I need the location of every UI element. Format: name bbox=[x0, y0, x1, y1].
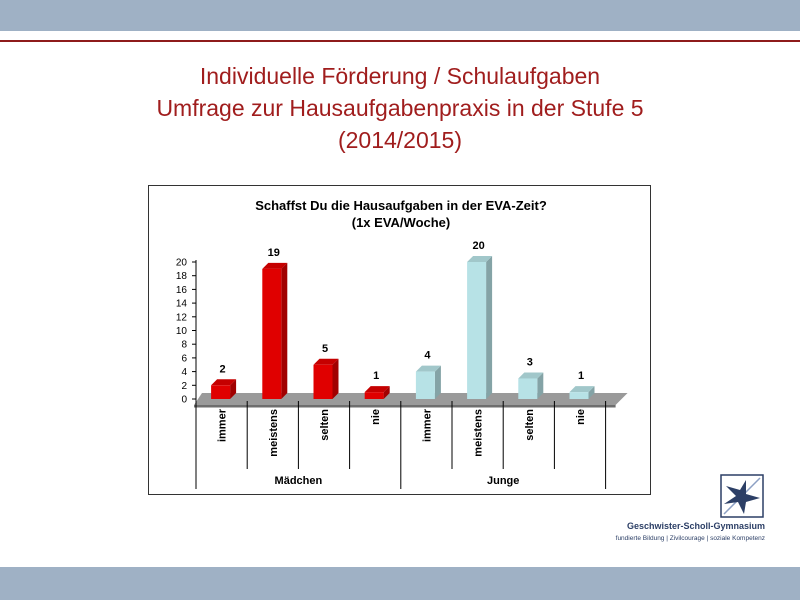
chart-subtitle: (1x EVA/Woche) bbox=[352, 215, 450, 230]
bar-side bbox=[281, 262, 288, 399]
bar-top bbox=[518, 372, 544, 379]
school-name: Geschwister-Scholl-Gymnasium bbox=[626, 521, 765, 531]
category-label: selten bbox=[524, 409, 536, 441]
bar-side bbox=[486, 256, 493, 399]
chart-container: Schaffst Du die Hausaufgaben in der EVA-… bbox=[148, 185, 651, 495]
y-tick-label: 18 bbox=[176, 271, 188, 282]
bar bbox=[313, 364, 333, 399]
group-label: Mädchen bbox=[275, 475, 323, 487]
bar-value-label: 19 bbox=[268, 247, 280, 259]
slide-title-line-3: (2014/2015) bbox=[337, 127, 463, 153]
y-tick-label: 6 bbox=[181, 353, 187, 364]
category-label: meistens bbox=[268, 409, 280, 457]
bar-value-label: 5 bbox=[322, 343, 328, 355]
bar bbox=[518, 378, 538, 399]
top-divider bbox=[0, 40, 800, 42]
category-label: immer bbox=[217, 408, 229, 442]
bar-top bbox=[211, 379, 237, 386]
bar-side bbox=[537, 372, 544, 399]
school-logo bbox=[720, 474, 764, 518]
slide-title-line-2: Umfrage zur Hausaufgabenpraxis in der St… bbox=[156, 95, 644, 121]
bar-side bbox=[588, 386, 595, 399]
y-tick-label: 12 bbox=[176, 312, 188, 323]
school-tagline: fundierte Bildung | Zivilcourage | sozia… bbox=[615, 535, 765, 542]
bar-value-label: 20 bbox=[472, 240, 484, 252]
bar-side bbox=[332, 358, 339, 399]
bar-top bbox=[467, 256, 493, 262]
slide-title-line-1: Individuelle Förderung / Schulaufgaben bbox=[199, 63, 601, 89]
y-tick-label: 2 bbox=[181, 381, 187, 392]
bar bbox=[415, 371, 435, 399]
chart-floor-edge bbox=[194, 405, 616, 408]
y-tick-label: 0 bbox=[181, 395, 187, 406]
bar-top bbox=[313, 358, 339, 365]
chart-title: Schaffst Du die Hausaufgaben in der EVA-… bbox=[255, 198, 547, 213]
bar-value-label: 1 bbox=[373, 370, 379, 382]
y-tick-label: 10 bbox=[176, 326, 188, 337]
bottom-band bbox=[0, 567, 800, 600]
category-label: nie bbox=[370, 409, 382, 425]
y-tick-label: 14 bbox=[176, 299, 188, 310]
bar-side bbox=[230, 379, 237, 399]
bar bbox=[467, 262, 487, 399]
slide-title: Individuelle Förderung / Schulaufgaben U… bbox=[0, 60, 800, 156]
y-tick-label: 8 bbox=[181, 340, 187, 351]
y-tick-label: 16 bbox=[176, 285, 188, 296]
category-label: meistens bbox=[473, 409, 485, 457]
bar-top bbox=[415, 365, 441, 372]
bar bbox=[364, 392, 384, 399]
bar bbox=[262, 268, 282, 399]
y-tick-label: 20 bbox=[176, 258, 188, 269]
bar-value-label: 2 bbox=[220, 363, 226, 375]
bar-side bbox=[434, 365, 441, 399]
bar bbox=[569, 392, 589, 399]
category-label: selten bbox=[319, 409, 331, 441]
y-tick-label: 4 bbox=[181, 367, 187, 378]
category-label: nie bbox=[575, 409, 587, 425]
bar-value-label: 1 bbox=[578, 370, 584, 382]
group-label: Junge bbox=[487, 475, 519, 487]
bar-top bbox=[262, 262, 288, 269]
bar-top bbox=[569, 386, 595, 393]
top-band bbox=[0, 0, 800, 31]
bar-value-label: 4 bbox=[424, 350, 431, 362]
bar bbox=[211, 385, 231, 399]
bar-side bbox=[383, 386, 390, 399]
bar-top bbox=[364, 386, 390, 393]
chart-floor bbox=[194, 393, 628, 405]
bar-chart: Schaffst Du die Hausaufgaben in der EVA-… bbox=[176, 198, 628, 489]
category-label: immer bbox=[421, 408, 433, 442]
bar-value-label: 3 bbox=[527, 356, 533, 368]
